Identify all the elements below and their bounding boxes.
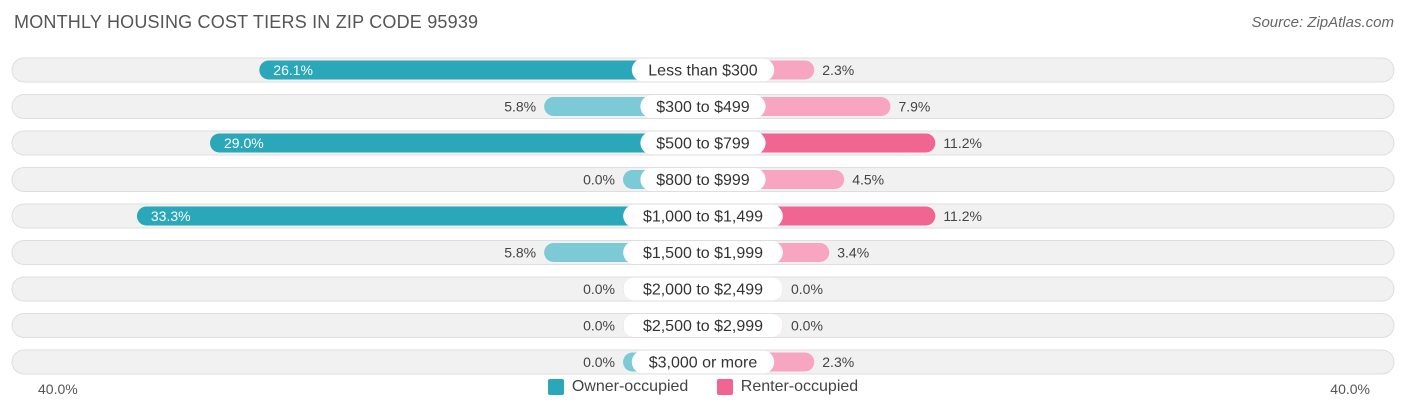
owner-swatch xyxy=(547,379,564,395)
renter-value-label: 0.0% xyxy=(791,318,823,334)
owner-value-label: 5.8% xyxy=(504,99,536,115)
category-label: $800 to $999 xyxy=(656,172,750,189)
axis-right-label: 40.0% xyxy=(1330,381,1370,397)
renter-value-label: 3.4% xyxy=(837,245,869,261)
category-pill xyxy=(623,241,783,264)
owner-value-label: 0.0% xyxy=(583,281,615,297)
category-label: $300 to $499 xyxy=(656,99,750,116)
owner-value-label: 5.8% xyxy=(504,245,536,261)
legend: Owner-occupied Renter-occupied xyxy=(0,378,1406,400)
category-label: $1,000 to $1,499 xyxy=(643,209,763,226)
category-label: $2,000 to $2,499 xyxy=(643,282,763,299)
renter-value-label: 7.9% xyxy=(898,99,930,115)
category-label: $3,000 or more xyxy=(649,355,758,372)
category-pill xyxy=(623,314,783,337)
renter-value-label: 0.0% xyxy=(791,281,823,297)
renter-value-label: 2.3% xyxy=(822,62,854,78)
owner-bar xyxy=(210,133,703,153)
category-pill xyxy=(631,58,775,82)
legend-item-owner[interactable]: Owner-occupied xyxy=(547,378,689,396)
renter-value-label: 2.3% xyxy=(822,354,854,370)
owner-value-label: 33.3% xyxy=(151,208,191,224)
renter-value-label: 11.2% xyxy=(943,135,982,151)
legend-item-renter[interactable]: Renter-occupied xyxy=(716,378,859,396)
category-pill xyxy=(640,131,766,155)
renter-value-label: 4.5% xyxy=(852,172,884,188)
owner-bar xyxy=(259,60,703,80)
renter-value-label: 11.2% xyxy=(943,208,982,224)
owner-value-label: 26.1% xyxy=(273,62,313,78)
owner-value-label: 0.0% xyxy=(583,172,615,188)
category-label: Less than $300 xyxy=(648,63,758,80)
legend-renter-label: Renter-occupied xyxy=(740,378,859,395)
source-label: Source: ZipAtlas.com xyxy=(1251,14,1394,31)
category-label: $1,500 to $1,999 xyxy=(643,245,763,262)
renter-swatch xyxy=(716,379,733,395)
category-pill xyxy=(623,277,783,301)
category-pill xyxy=(640,95,766,118)
owner-value-label: 0.0% xyxy=(583,354,615,370)
owner-bar xyxy=(136,206,703,226)
axis-left-label: 40.0% xyxy=(38,381,78,397)
category-pill xyxy=(623,204,783,228)
legend-owner-label: Owner-occupied xyxy=(571,378,689,395)
category-label: $2,500 to $2,999 xyxy=(643,318,763,335)
owner-value-label: 29.0% xyxy=(224,135,264,151)
owner-value-label: 0.0% xyxy=(583,318,615,334)
category-pill xyxy=(631,350,775,374)
category-label: $500 to $799 xyxy=(656,136,750,153)
category-pill xyxy=(640,168,766,191)
chart-title: MONTHLY HOUSING COST TIERS IN ZIP CODE 9… xyxy=(14,12,479,32)
